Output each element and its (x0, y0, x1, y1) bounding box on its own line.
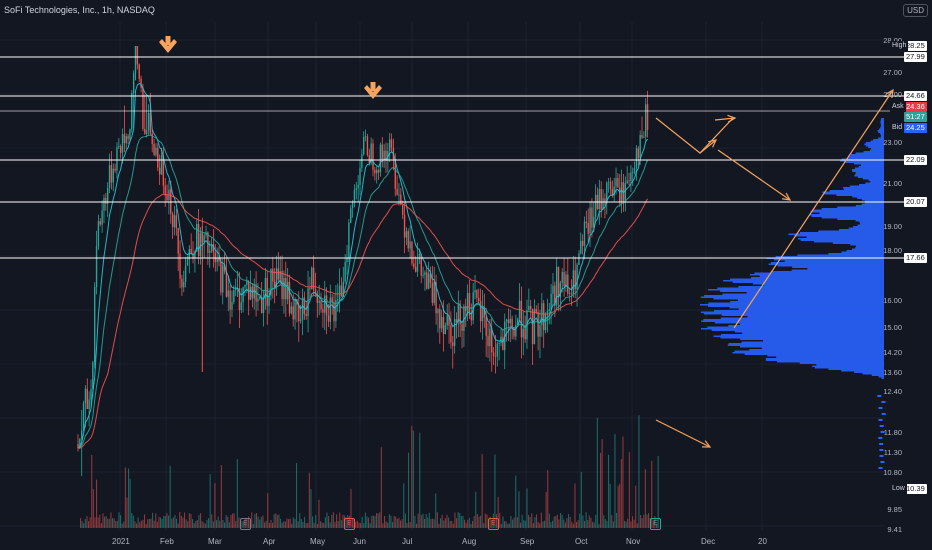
moving-average-1 (78, 84, 648, 449)
price-tag-name: Ask (890, 102, 906, 112)
price-tag: 24.25 (904, 123, 927, 133)
price-tick: 21.00 (883, 179, 902, 188)
price-tick: 10.80 (883, 468, 902, 477)
time-tick: Dec (701, 537, 715, 546)
earnings-marker[interactable]: E (488, 518, 499, 530)
price-tick: 24.00 (883, 90, 902, 99)
horizontal-levels (0, 57, 904, 258)
moving-average-3 (78, 195, 648, 449)
price-tick: 13.60 (883, 368, 902, 377)
earnings-marker[interactable]: E (344, 518, 355, 530)
price-tick: 15.00 (883, 323, 902, 332)
earnings-marker[interactable]: E (240, 518, 251, 530)
price-tag: 24.66 (904, 91, 927, 101)
grid (0, 22, 885, 530)
price-tick: 11.80 (884, 428, 902, 437)
time-tick: Apr (263, 537, 275, 546)
time-tick: Nov (626, 537, 640, 546)
time-tick: Sep (520, 537, 534, 546)
price-tag: 20.07 (904, 197, 927, 207)
price-tag: 10.39 (904, 484, 927, 494)
time-tick: May (310, 537, 325, 546)
time-tick: 20 (758, 537, 767, 546)
earnings-marker[interactable]: E (650, 518, 661, 530)
time-tick: Feb (160, 537, 174, 546)
price-tick: 16.00 (883, 296, 902, 305)
price-tick: 9.85 (887, 505, 902, 514)
candles (77, 46, 648, 476)
price-tick: 27.00 (883, 68, 902, 77)
volume-profile (700, 118, 886, 469)
price-tag: 27.99 (904, 52, 927, 62)
price-tag: 22.09 (904, 155, 927, 165)
projection-arrow-down (718, 150, 790, 200)
projection-arrow-down-head (782, 193, 790, 200)
time-tick: 2021 (112, 537, 130, 546)
price-tag-name: Low (890, 484, 907, 494)
time-tick: Mar (208, 537, 222, 546)
peak-down-arrow-icon (159, 36, 177, 53)
price-tick: 12.40 (883, 387, 902, 396)
projection-arrow-lower (656, 420, 710, 447)
price-tag-name: High (890, 41, 908, 51)
time-tick: Jul (402, 537, 412, 546)
price-tick: 18.00 (883, 246, 902, 255)
time-tick: Jun (353, 537, 366, 546)
time-tick: Aug (462, 537, 476, 546)
price-tick: 23.00 (883, 138, 902, 147)
price-tag: 17.66 (904, 253, 927, 263)
price-tag: 51:27 (904, 112, 927, 122)
time-tick: Oct (575, 537, 587, 546)
price-tick: 19.00 (883, 222, 902, 231)
price-tick: 9.41 (887, 525, 902, 534)
price-tick: 11.30 (884, 448, 902, 457)
price-tag: 24.36 (904, 102, 927, 112)
price-tick: 14.20 (883, 348, 902, 357)
price-tag-name: Bid (890, 123, 904, 133)
